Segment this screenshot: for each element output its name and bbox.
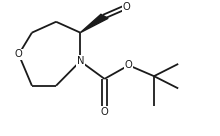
Text: O: O bbox=[123, 2, 130, 12]
Text: N: N bbox=[77, 56, 84, 66]
Text: O: O bbox=[15, 49, 23, 59]
Polygon shape bbox=[80, 14, 108, 33]
Text: O: O bbox=[125, 60, 133, 70]
Text: O: O bbox=[101, 106, 108, 117]
